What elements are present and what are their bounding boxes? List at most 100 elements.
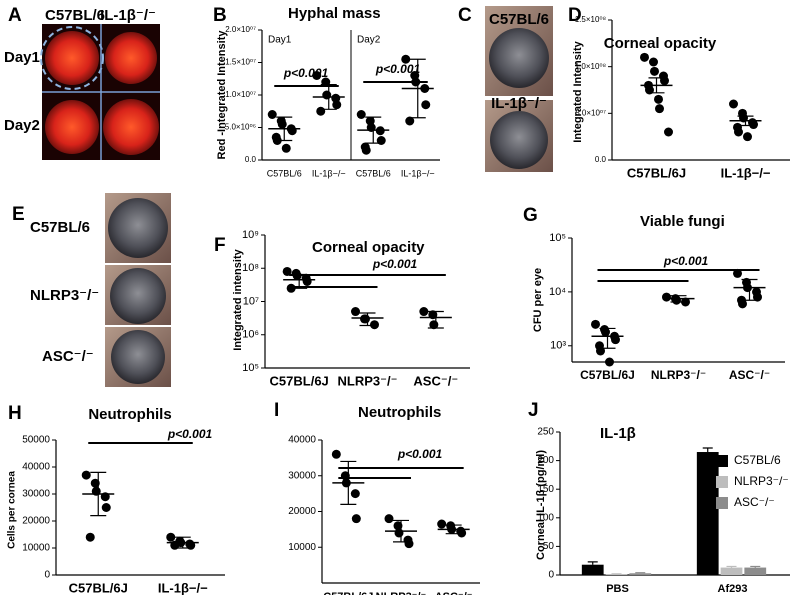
annotation: p<0.001 (375, 62, 421, 76)
photo-well (45, 31, 99, 85)
y-tick-label: 0 (548, 570, 554, 581)
data-point (292, 271, 302, 281)
data-point (591, 319, 600, 329)
error-bar (365, 116, 382, 144)
data-point (90, 478, 100, 488)
panel-letter: A (8, 5, 22, 26)
y-tick-label: 1.0×10⁰⁷ (225, 90, 256, 99)
error-bar (648, 77, 665, 94)
panel-label: Day2 (357, 35, 381, 46)
error-bar (276, 116, 293, 142)
error-bar (291, 273, 308, 289)
data-point (356, 110, 366, 119)
panel-letter: D (568, 5, 582, 26)
chart-title: Hyphal mass (288, 5, 381, 22)
y-tick-label: 10⁶ (242, 329, 259, 341)
x-tick-label: ASC⁻/⁻ (435, 591, 473, 595)
error-bar (750, 565, 761, 568)
data-point (351, 307, 360, 317)
panel-letter: J (528, 400, 539, 421)
photo-well (103, 99, 159, 155)
y-tick-label: 20000 (288, 506, 316, 517)
x-tick-label: IL-1β−/− (158, 580, 208, 595)
y-tick-label: 200 (537, 455, 554, 466)
y-tick-label: 40000 (22, 462, 50, 473)
y-tick-label: 10⁵ (242, 362, 259, 374)
data-point (287, 126, 297, 136)
annotation: p<0.001 (167, 427, 213, 441)
y-tick-label: 1.5×10⁰⁷ (225, 58, 256, 67)
y-tick-label: 1.5×10⁰⁸ (575, 15, 606, 24)
error-bar (670, 295, 687, 303)
panel-a: A C57BL/6 IL-1β⁻/⁻ Day1 Day2 (4, 5, 160, 160)
x-tick-label: C57BL/6J (580, 368, 635, 382)
panel-letter: F (214, 235, 226, 256)
x-tick-label: IL-1β−/− (401, 168, 435, 178)
annotation: p<0.001 (283, 66, 329, 80)
x-tick-label: NLRP3⁻/⁻ (651, 368, 706, 382)
x-tick-label: ASC⁻/⁻ (729, 368, 770, 382)
y-tick-label: 250 (537, 427, 554, 438)
y-tick-label: 10000 (22, 543, 50, 554)
legend-swatch (716, 455, 728, 467)
y-axis-label: Red -Integrated Intensity (216, 30, 228, 160)
y-tick-label: 2.0×10⁰⁷ (225, 25, 256, 34)
x-tick-label: C57BL/6J (270, 373, 329, 388)
x-tick-label: C57BL/6 (267, 168, 302, 178)
image-label: C57BL/6 (30, 219, 90, 236)
legend-label: C57BL/6 (734, 453, 781, 467)
y-axis-label: Corneal IL-1β (pg/ml) (535, 450, 547, 560)
data-point (672, 295, 681, 305)
x-tick-label: C57BL/6J (627, 165, 686, 180)
bar (581, 564, 604, 575)
legend-swatch (716, 476, 728, 488)
x-tick-label: NLRP3⁻/⁻ (338, 373, 398, 388)
error-bar (359, 312, 376, 327)
bar (696, 452, 719, 575)
legend-label: NLRP3⁻/⁻ (734, 474, 789, 488)
image-label: ASC⁻/⁻ (42, 348, 94, 365)
data-point (384, 514, 394, 524)
y-tick-label: 0 (44, 570, 50, 581)
error-bar (445, 524, 462, 535)
data-point (282, 266, 292, 276)
data-point (166, 532, 176, 542)
outline (40, 26, 104, 90)
data-point (753, 292, 762, 302)
data-point (361, 314, 370, 324)
y-tick-label: 50000 (22, 435, 50, 446)
image-label: IL-1β⁻/⁻ (100, 7, 156, 24)
x-tick-label: C57BL/6J (69, 580, 128, 595)
data-point (738, 299, 747, 309)
x-tick-label: Af293 (718, 583, 748, 595)
x-tick-label: IL-1β−/− (721, 165, 771, 180)
panel-label: Day1 (268, 35, 292, 46)
data-point (605, 357, 614, 367)
bar (720, 567, 743, 575)
error-bar (611, 573, 622, 575)
image-label: C57BL/6 (45, 7, 105, 24)
data-point (370, 320, 379, 330)
panel-e: E C57BL/6 NLRP3⁻/⁻ ASC⁻/⁻ (12, 193, 171, 387)
legend-swatch (716, 497, 728, 509)
data-point (340, 471, 350, 481)
error-bar (737, 115, 754, 127)
data-point (411, 77, 421, 87)
y-tick-label: 10⁷ (243, 295, 259, 307)
data-point (394, 528, 404, 538)
chart-title: Corneal opacity (312, 239, 425, 256)
data-point (351, 514, 361, 524)
data-point (640, 52, 649, 62)
data-point (650, 66, 659, 76)
chart-title: Neutrophils (358, 404, 441, 421)
y-tick-label: 0.0 (595, 155, 607, 164)
data-point (277, 119, 287, 129)
annotation: p<0.001 (663, 254, 709, 268)
error-bar (599, 327, 616, 349)
error-bar (409, 58, 426, 119)
panel-letter: E (12, 204, 25, 225)
y-tick-label: 10³ (550, 340, 566, 352)
data-point (316, 106, 326, 116)
panel-letter: I (274, 400, 279, 421)
